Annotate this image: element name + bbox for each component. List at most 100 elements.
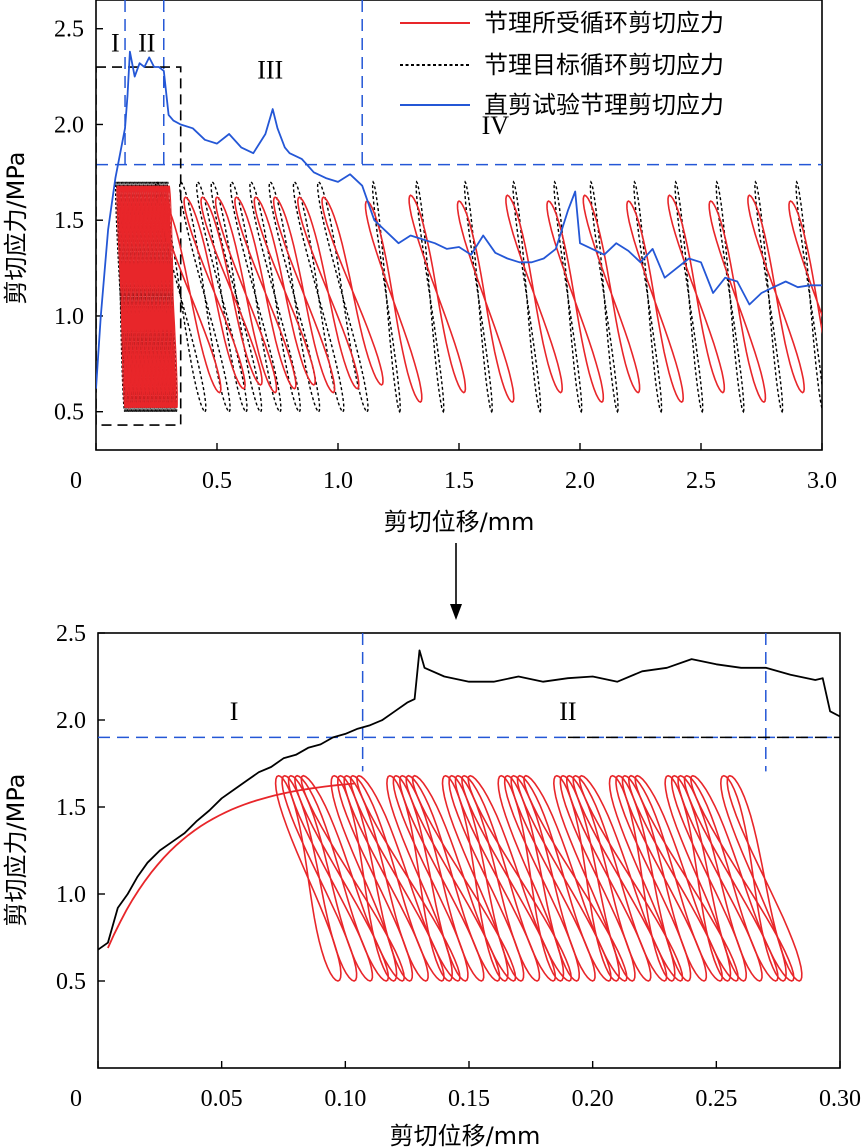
top-actual-loop [253, 196, 317, 386]
bottom-actual-loop [448, 774, 525, 982]
top-y-tick-label: 0.5 [54, 400, 84, 426]
top-actual-loop [667, 194, 726, 394]
bottom-y-tick-label: 1.0 [56, 882, 86, 908]
bottom-x-tick-label: 0.30 [819, 1086, 861, 1112]
bottom-actual-loop [300, 774, 406, 982]
top-x-tick-label: 2.5 [686, 468, 716, 494]
bottom-actual-loop [634, 774, 739, 982]
top-actual-loop [168, 185, 178, 409]
top-x-tick-label: 1.0 [323, 468, 353, 494]
top-actual-loop [582, 194, 641, 394]
top-target-loop [415, 180, 445, 414]
top-target-loop [463, 180, 493, 414]
top-actual-loop [321, 196, 384, 386]
top-target-loop [114, 181, 126, 412]
bottom-x-tick-label: 0.25 [695, 1086, 737, 1112]
bottom-y-tick-label: 2.0 [56, 708, 86, 734]
bottom-origin-label: 0 [70, 1086, 82, 1112]
top-target-loop [674, 180, 704, 414]
legend-item-cyclic: 节理所受循环剪切应力 [400, 9, 724, 37]
top-region-label: I [111, 29, 120, 58]
top-actual-loop [708, 200, 767, 404]
legend: 节理所受循环剪切应力 节理目标循环剪切应力 直剪试验节理剪切应力 [400, 9, 724, 119]
top-actual-loop [234, 196, 297, 390]
top-actual-loop [200, 196, 263, 386]
bottom-actual-loop [689, 774, 795, 982]
zoom-arrow [450, 543, 462, 620]
top-x-axis-label: 剪切位移/mm [384, 508, 535, 536]
top-target-loop [795, 180, 822, 412]
top-y-tick-label: 2.0 [54, 112, 84, 138]
bottom-y-tick-label: 0.5 [56, 969, 86, 995]
legend-label-target: 节理目标循环剪切应力 [484, 51, 724, 79]
top-target-loops [114, 180, 822, 414]
bottom-x-tick-label: 0.10 [324, 1086, 366, 1112]
bottom-envelope-line [98, 649, 840, 951]
bottom-actual-loop [559, 774, 636, 982]
bottom-actual-loop [343, 774, 429, 982]
top-target-loop [754, 180, 784, 414]
top-region-label: III [257, 56, 283, 85]
top-region-label: II [138, 29, 155, 58]
top-target-loop [195, 180, 248, 413]
top-target-loop [553, 180, 583, 414]
top-target-loop [371, 180, 401, 414]
bottom-actual-loop [467, 774, 573, 982]
top-target-loop [116, 181, 127, 412]
top-actual-loop [788, 200, 822, 335]
top-target-loop [715, 180, 745, 414]
top-actual-loop [214, 196, 278, 394]
top-y-tick-label: 1.5 [54, 208, 84, 234]
bottom-actual-loop [503, 774, 581, 982]
bottom-plot-frame [97, 632, 841, 1069]
bottom-region-label: I [230, 697, 239, 726]
bottom-reference-lines [98, 633, 840, 772]
bottom-actual-loop [510, 774, 596, 982]
bottom-y-tick-label: 1.5 [56, 795, 86, 821]
bottom-x-tick-label: 0.05 [201, 1086, 243, 1112]
legend-item-target: 节理目标循环剪切应力 [400, 51, 724, 79]
top-actual-loop [159, 196, 222, 394]
top-actual-loop [747, 194, 806, 394]
bottom-ticks: 0.05 0.10 0.15 0.20 0.25 0.30 0.5 1.0 1.5 2.0 2.5 [56, 621, 861, 1112]
bottom-x-tick-label: 0.15 [448, 1086, 490, 1112]
bottom-x-axis-label: 剪切位移/mm [390, 1122, 541, 1148]
bottom-region-labels: I II [230, 697, 577, 726]
bottom-actual-loop [392, 774, 469, 982]
top-actual-loop [505, 194, 564, 394]
top-actual-loop [183, 196, 246, 390]
top-x-tick-label: 1.5 [444, 468, 474, 494]
bottom-y-axis-label: 剪切应力/MPa [2, 774, 30, 927]
top-actual-loop [456, 200, 515, 404]
top-direct-shear-line [96, 50, 822, 389]
top-y-axis-label: 剪切应力/MPa [2, 152, 30, 305]
top-actual-loops [116, 185, 822, 410]
top-chart: 0.5 1.0 1.5 2.0 2.5 3.00.51.01.52.02.5 I IIIII… [2, 0, 837, 536]
bottom-actual-loop [336, 774, 414, 982]
top-actual-loop [296, 196, 360, 390]
top-ticks: 0.5 1.0 1.5 2.0 2.5 3.0 0.5 1.0 1.5 2.0 2.5 [54, 17, 837, 494]
bottom-envelope-series [98, 649, 840, 951]
bottom-region-label: II [559, 697, 576, 726]
top-region-label: IV [482, 111, 510, 140]
top-x-tick-label: 0.5 [202, 468, 232, 494]
bottom-actual-loop [621, 774, 708, 982]
top-origin-label: 0 [70, 468, 82, 494]
top-reference-lines [96, 0, 822, 166]
bottom-y-tick-label: 2.5 [56, 621, 86, 647]
top-y-tick-label: 1.0 [54, 304, 84, 330]
bottom-actual-loop [287, 774, 374, 982]
top-y-tick-label: 2.5 [54, 17, 84, 43]
top-x-tick-label: 3.0 [807, 468, 837, 494]
bottom-actual-loop [411, 774, 517, 982]
legend-item-direct: 直剪试验节理剪切应力 [400, 91, 724, 119]
bottom-actual-loop [399, 774, 485, 982]
top-actual-loop [272, 196, 336, 394]
top-target-loop [512, 180, 542, 414]
legend-label-cyclic: 节理所受循环剪切应力 [484, 9, 724, 37]
bottom-actual-loop [615, 774, 692, 982]
bottom-actual-loops [107, 774, 803, 982]
top-actual-loop [546, 200, 605, 404]
top-target-loop [229, 180, 282, 413]
